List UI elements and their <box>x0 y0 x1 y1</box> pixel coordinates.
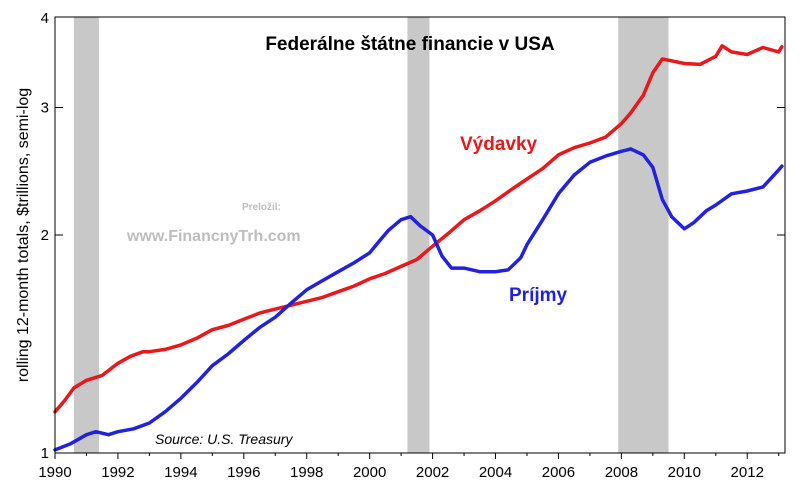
recession-band-1 <box>407 17 430 453</box>
x-axis: 1990 1992 1994 1996 1998 2000 2002 2004 2006 2008… <box>38 453 780 481</box>
series-line-expenditures <box>53 44 784 414</box>
y-tick-label-2: 2 <box>41 227 49 244</box>
x-tick-label-2006: 2006 <box>542 464 575 481</box>
translator-label: Preložil: <box>242 202 281 213</box>
series-label-receipts: Príjmy <box>509 285 568 306</box>
y-tick-label-1: 1 <box>41 445 49 462</box>
series-label-expenditures: Výdavky <box>460 134 538 155</box>
x-tick-label-1990: 1990 <box>38 464 71 481</box>
x-tick-label-2012: 2012 <box>731 464 764 481</box>
x-tick-label-2010: 2010 <box>668 464 701 481</box>
series-layer <box>53 44 784 452</box>
x-tick-label-1998: 1998 <box>290 464 323 481</box>
chart-title: Federálne štátne financie v USA <box>265 34 555 55</box>
x-tick-label-2002: 2002 <box>416 464 449 481</box>
recession-bands <box>73 17 669 453</box>
x-tick-label-1992: 1992 <box>101 464 134 481</box>
x-tick-label-1996: 1996 <box>227 464 260 481</box>
series-line-receipts <box>53 147 784 452</box>
website-watermark: www.FinancnyTrh.com <box>126 228 301 245</box>
x-tick-label-1994: 1994 <box>164 464 197 481</box>
y-tick-label-4: 4 <box>41 10 49 27</box>
y-tick-label-3: 3 <box>41 99 49 116</box>
source-note: Source: U.S. Treasury <box>155 431 293 447</box>
x-tick-label-2000: 2000 <box>353 464 386 481</box>
y-axis: 1 2 3 4 <box>41 10 49 462</box>
recession-band-2 <box>618 17 669 453</box>
x-tick-label-2008: 2008 <box>605 464 638 481</box>
plot-frame <box>54 16 786 454</box>
y-axis-title: rolling 12-month totals, $trillions, sem… <box>15 88 32 382</box>
x-tick-label-2004: 2004 <box>479 464 512 481</box>
